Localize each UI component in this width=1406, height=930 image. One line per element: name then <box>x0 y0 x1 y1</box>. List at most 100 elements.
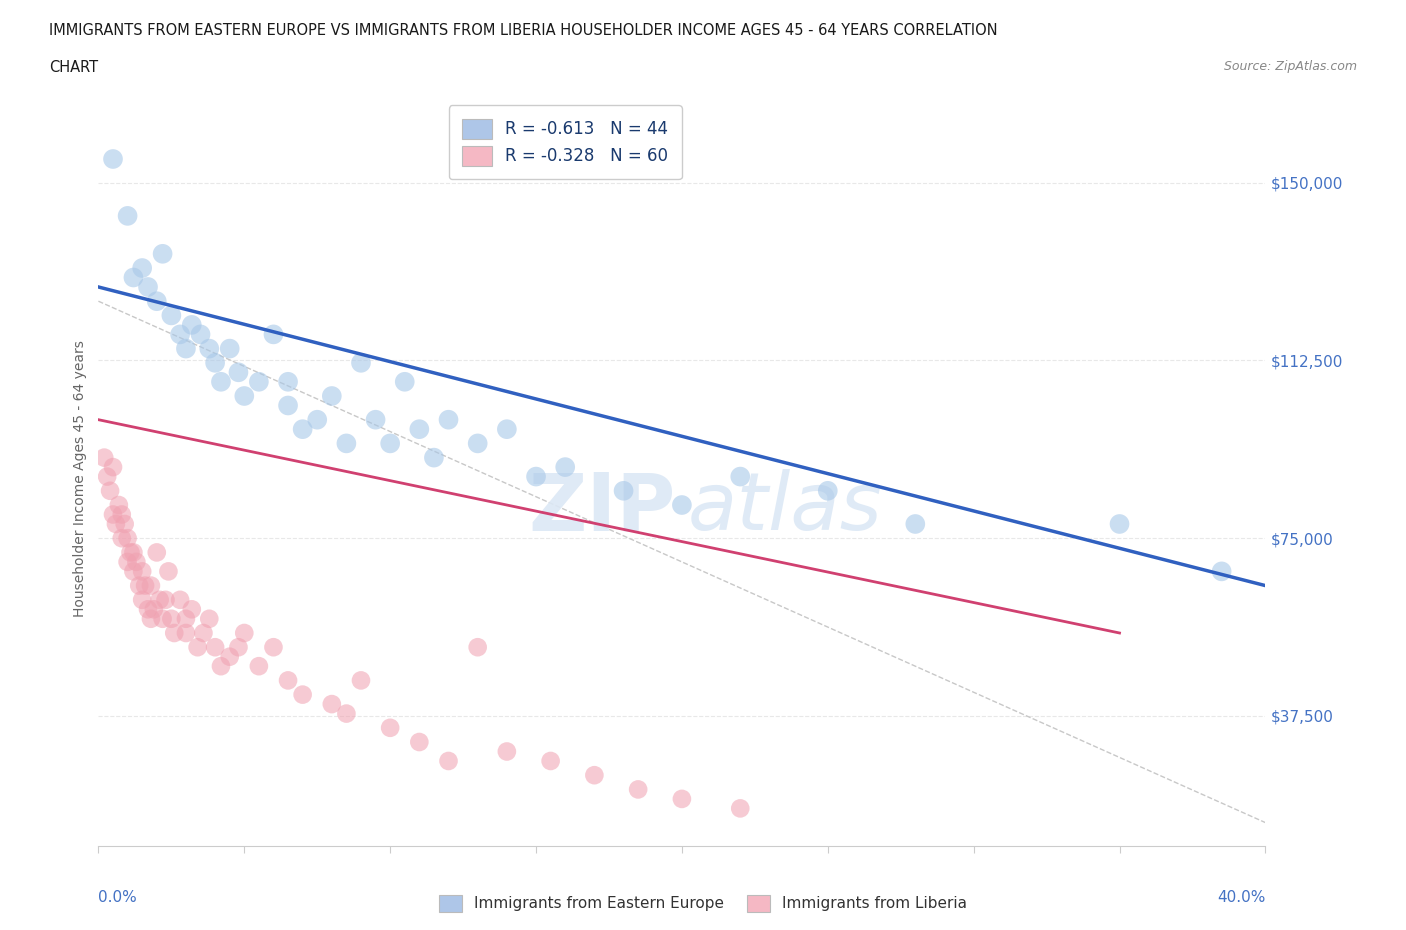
Point <box>136 602 159 617</box>
Point <box>204 640 226 655</box>
Point <box>131 564 153 578</box>
Point <box>247 375 270 390</box>
Point <box>96 469 118 484</box>
Point <box>218 341 240 356</box>
Text: IMMIGRANTS FROM EASTERN EUROPE VS IMMIGRANTS FROM LIBERIA HOUSEHOLDER INCOME AGE: IMMIGRANTS FROM EASTERN EUROPE VS IMMIGR… <box>49 23 998 38</box>
Point <box>378 436 402 451</box>
Point <box>104 516 127 531</box>
Point <box>728 801 751 816</box>
Legend: Immigrants from Eastern Europe, Immigrants from Liberia: Immigrants from Eastern Europe, Immigran… <box>433 889 973 918</box>
Text: 0.0%: 0.0% <box>98 890 138 906</box>
Point <box>437 412 460 427</box>
Point <box>1108 516 1130 531</box>
Point <box>554 459 576 474</box>
Point <box>209 658 232 673</box>
Point <box>291 687 314 702</box>
Point <box>149 592 172 607</box>
Point <box>101 459 124 474</box>
Point <box>817 484 839 498</box>
Point <box>1211 564 1233 578</box>
Text: 40.0%: 40.0% <box>1218 890 1265 906</box>
Text: CHART: CHART <box>49 60 98 75</box>
Point <box>228 640 250 655</box>
Point <box>233 389 256 404</box>
Point <box>335 436 357 451</box>
Point <box>408 735 430 750</box>
Point <box>190 327 212 342</box>
Point <box>204 355 226 370</box>
Point <box>277 375 299 390</box>
Point <box>122 270 145 285</box>
Point <box>495 744 517 759</box>
Point <box>146 294 169 309</box>
Point <box>627 782 650 797</box>
Point <box>98 484 121 498</box>
Point <box>218 649 240 664</box>
Point <box>139 578 162 593</box>
Point <box>114 516 136 531</box>
Point <box>108 498 131 512</box>
Point <box>262 327 284 342</box>
Point <box>335 706 357 721</box>
Point <box>209 375 232 390</box>
Point <box>134 578 156 593</box>
Point <box>364 412 387 427</box>
Point <box>146 545 169 560</box>
Point <box>198 341 221 356</box>
Point <box>671 498 693 512</box>
Point <box>524 469 547 484</box>
Point <box>307 412 329 427</box>
Point <box>174 341 197 356</box>
Point <box>423 450 446 465</box>
Point <box>277 398 299 413</box>
Point <box>139 611 162 626</box>
Point <box>157 564 180 578</box>
Point <box>169 592 191 607</box>
Point <box>728 469 751 484</box>
Point <box>180 317 202 332</box>
Point <box>904 516 927 531</box>
Point <box>187 640 209 655</box>
Point <box>495 421 517 436</box>
Point <box>131 260 153 275</box>
Point <box>174 611 197 626</box>
Point <box>540 753 562 768</box>
Point <box>117 554 139 569</box>
Point <box>160 308 183 323</box>
Point <box>155 592 177 607</box>
Point <box>247 658 270 673</box>
Point <box>160 611 183 626</box>
Point <box>93 450 115 465</box>
Point <box>117 208 139 223</box>
Point <box>467 436 489 451</box>
Point <box>142 602 165 617</box>
Point <box>198 611 221 626</box>
Point <box>111 507 134 522</box>
Text: ZIP: ZIP <box>529 470 676 548</box>
Point <box>291 421 314 436</box>
Point <box>583 768 606 783</box>
Point <box>321 389 343 404</box>
Point <box>125 554 148 569</box>
Text: atlas: atlas <box>688 470 883 548</box>
Point <box>350 673 373 688</box>
Point <box>228 365 250 379</box>
Point <box>394 375 416 390</box>
Point <box>128 578 150 593</box>
Point <box>152 611 174 626</box>
Point <box>180 602 202 617</box>
Point <box>101 507 124 522</box>
Legend: R = -0.613   N = 44, R = -0.328   N = 60: R = -0.613 N = 44, R = -0.328 N = 60 <box>449 105 682 179</box>
Point <box>136 280 159 295</box>
Point <box>193 626 215 641</box>
Point <box>152 246 174 261</box>
Point <box>378 721 402 736</box>
Point <box>122 545 145 560</box>
Point <box>612 484 634 498</box>
Point <box>131 592 153 607</box>
Point <box>467 640 489 655</box>
Point <box>101 152 124 166</box>
Point <box>437 753 460 768</box>
Point <box>169 327 191 342</box>
Point <box>408 421 430 436</box>
